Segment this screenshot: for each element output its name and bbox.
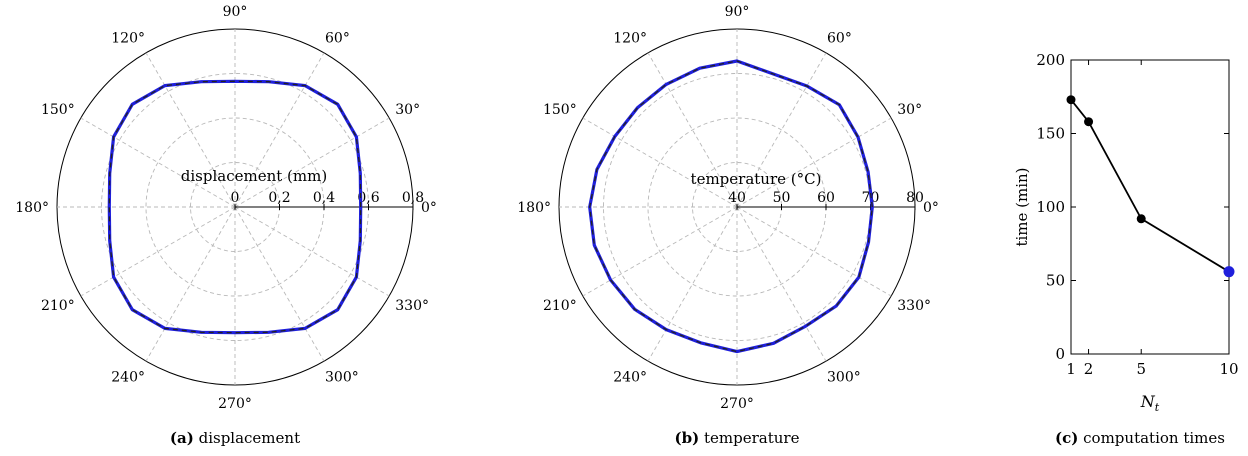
x-tick-label: 5 xyxy=(1136,360,1146,378)
disp-theta-tick-label: 150° xyxy=(41,102,75,118)
temp-series-line-dashed xyxy=(589,60,873,353)
temp-grid-spoke xyxy=(736,206,892,297)
disp-r-tick-label: 0,6 xyxy=(357,190,379,206)
disp-theta-tick-label: 330° xyxy=(395,298,429,314)
disp-theta-tick-label: 30° xyxy=(395,102,420,118)
data-point xyxy=(1136,214,1146,224)
disp-series-line-dashed xyxy=(108,80,362,334)
temp-theta-tick-label: 120° xyxy=(613,30,647,46)
temp-theta-tick-label: 210° xyxy=(543,298,577,314)
disp-theta-tick-label: 60° xyxy=(325,30,350,46)
temp-grid-spoke xyxy=(582,117,738,208)
temp-theta-tick-label: 180° xyxy=(517,200,551,216)
temp-grid-spoke xyxy=(647,206,738,362)
caption-a-label: (a) xyxy=(170,429,194,447)
temp-grid-spoke xyxy=(736,52,827,208)
temp-theta-tick-label: 330° xyxy=(897,298,931,314)
temp-series-line xyxy=(588,59,874,354)
y-axis-label: time (min) xyxy=(1013,167,1031,246)
y-tick-label: 200 xyxy=(1036,51,1065,69)
y-tick-label: 50 xyxy=(1046,272,1065,290)
temp-r-tick-label: 60 xyxy=(817,190,835,206)
temp-theta-tick-label: 90° xyxy=(725,4,750,20)
temp-grid-spoke xyxy=(736,117,892,208)
temp-r-tick-label: 40 xyxy=(728,190,746,206)
y-tick-label: 0 xyxy=(1055,345,1065,363)
y-tick-label: 100 xyxy=(1036,198,1065,216)
caption-c: (c) computation times xyxy=(1055,429,1225,447)
x-tick-label: 2 xyxy=(1084,360,1094,378)
temp-theta-tick-label: 0° xyxy=(923,200,939,216)
disp-r-tick-label: 0,8 xyxy=(402,190,424,206)
x-tick-label: 1 xyxy=(1066,360,1076,378)
disp-grid-spoke xyxy=(145,206,236,362)
axis-label-displacement: displacement (mm) xyxy=(181,167,327,185)
polar-chart-displacement: 0 0,2 0,4 0,6 0,80° 30° 60° 90° 120° 150° 180° 210°… xyxy=(15,4,437,447)
disp-grid-spoke xyxy=(234,117,390,208)
disp-grid-spoke xyxy=(80,117,236,208)
svg-text:(a) displace: (a) displacement xyxy=(170,429,300,447)
data-point xyxy=(1066,95,1076,105)
disp-grid-spoke xyxy=(80,206,236,297)
disp-r-tick-label: 0 xyxy=(231,190,240,206)
temp-theta-tick-label: 270° xyxy=(720,396,754,412)
caption-c-label: (c) xyxy=(1055,429,1078,447)
temp-r-tick-label: 80 xyxy=(906,190,924,206)
caption-b: (b) temperature xyxy=(675,429,800,447)
x-tick-label: 10 xyxy=(1219,360,1238,378)
y-tick-label: 150 xyxy=(1036,125,1065,143)
highlighted-data-point xyxy=(1223,266,1235,278)
temp-r-tick-label: 50 xyxy=(773,190,791,206)
caption-a: (a) displacement xyxy=(170,429,300,447)
disp-theta-tick-label: 240° xyxy=(111,370,145,386)
line-chart-computation-times: 0 50 100 150 200 1 2 5 10 time (min) Nt (c) comp… xyxy=(1013,51,1239,447)
disp-theta-tick-label: 0° xyxy=(421,200,437,216)
temp-theta-tick-label: 60° xyxy=(827,30,852,46)
disp-theta-tick-label: 300° xyxy=(325,370,359,386)
time-series-line xyxy=(1070,99,1230,273)
x-axis-label-main: N xyxy=(1140,392,1156,411)
caption-b-label: (b) xyxy=(675,429,700,447)
temp-theta-tick-label: 150° xyxy=(543,102,577,118)
polar-chart-temperature: 40 50 60 70 800°30°60°90°120°150°180°210°240… xyxy=(517,4,939,447)
svg-text:(b) temperat: (b) temperature xyxy=(675,429,800,447)
disp-r-tick-label: 0,2 xyxy=(268,190,290,206)
disp-theta-tick-label: 120° xyxy=(111,30,145,46)
temp-grid-spoke xyxy=(736,206,827,362)
disp-theta-tick-label: 210° xyxy=(41,298,75,314)
temp-grid-spoke xyxy=(647,52,738,208)
caption-b-text: temperature xyxy=(704,429,800,447)
plot-frame xyxy=(1070,59,1230,355)
x-axis-label: Nt xyxy=(1140,392,1160,414)
axis-label-temperature: temperature (°C) xyxy=(691,170,822,188)
disp-grid-spoke xyxy=(234,206,390,297)
temp-theta-tick-label: 240° xyxy=(613,370,647,386)
temp-grid-spoke xyxy=(582,206,738,297)
disp-grid-spoke xyxy=(234,206,325,362)
disp-grid-spoke xyxy=(145,52,236,208)
data-point xyxy=(1084,117,1094,127)
disp-theta-tick-label: 180° xyxy=(15,200,49,216)
disp-theta-tick-label: 270° xyxy=(218,396,252,412)
temp-theta-tick-label: 300° xyxy=(827,370,861,386)
caption-c-text: computation times xyxy=(1083,429,1225,447)
disp-r-tick-label: 0,4 xyxy=(313,190,335,206)
svg-text:(c) computat: (c) computation times xyxy=(1055,429,1225,447)
disp-grid-spoke xyxy=(234,52,325,208)
disp-theta-tick-label: 90° xyxy=(223,4,248,20)
temp-theta-tick-label: 30° xyxy=(897,102,922,118)
x-axis-label-sub: t xyxy=(1155,401,1160,414)
caption-a-text: displacement xyxy=(199,429,301,447)
